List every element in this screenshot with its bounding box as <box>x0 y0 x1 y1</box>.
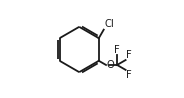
Text: O: O <box>107 60 114 70</box>
Text: Cl: Cl <box>104 19 114 29</box>
Text: F: F <box>114 45 120 55</box>
Text: F: F <box>126 70 132 80</box>
Text: F: F <box>126 50 132 60</box>
